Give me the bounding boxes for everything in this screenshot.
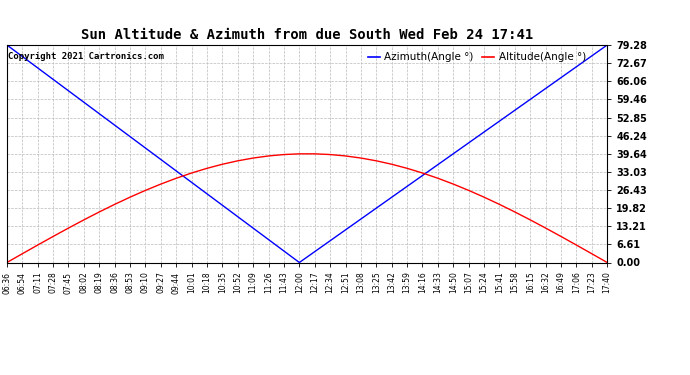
Legend: Azimuth(Angle °), Altitude(Angle °): Azimuth(Angle °), Altitude(Angle °): [364, 48, 590, 66]
Title: Sun Altitude & Azimuth from due South Wed Feb 24 17:41: Sun Altitude & Azimuth from due South We…: [81, 28, 533, 42]
Text: Copyright 2021 Cartronics.com: Copyright 2021 Cartronics.com: [8, 51, 164, 60]
